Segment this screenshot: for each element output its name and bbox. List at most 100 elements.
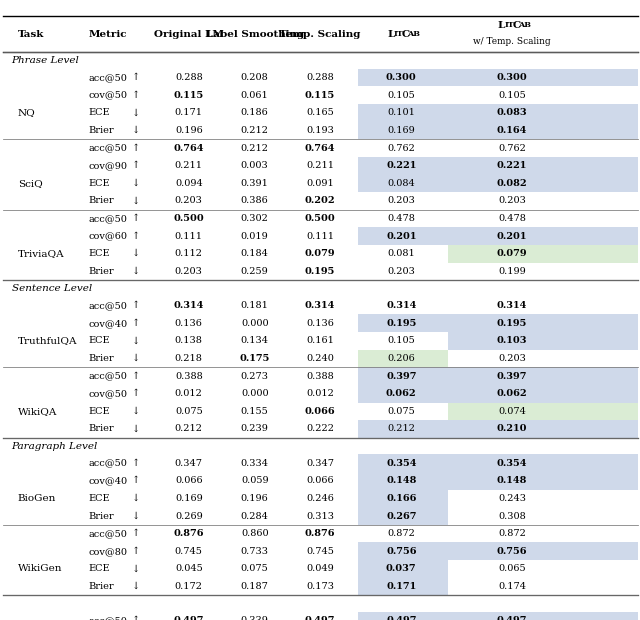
Bar — [358, 578, 448, 595]
Text: 0.211: 0.211 — [306, 161, 334, 170]
Text: 0.478: 0.478 — [387, 214, 415, 223]
Bar — [358, 350, 448, 367]
Text: IT: IT — [394, 30, 403, 38]
Text: TriviaQA: TriviaQA — [18, 249, 65, 258]
Text: 0.000: 0.000 — [241, 389, 269, 398]
Text: 0.193: 0.193 — [306, 126, 334, 135]
Text: acc@50: acc@50 — [88, 73, 127, 82]
Text: 0.195: 0.195 — [305, 267, 335, 276]
Text: 0.138: 0.138 — [175, 337, 203, 345]
Bar — [358, 228, 448, 245]
Text: ECE: ECE — [88, 249, 110, 258]
Bar — [358, 472, 448, 490]
Text: 0.745: 0.745 — [175, 547, 203, 556]
Text: 0.082: 0.082 — [497, 179, 527, 188]
Text: cov@40: cov@40 — [88, 319, 127, 328]
Text: Phrase Level: Phrase Level — [12, 56, 79, 65]
Text: 0.136: 0.136 — [306, 319, 334, 328]
Text: 0.148: 0.148 — [386, 476, 417, 485]
Text: 0.012: 0.012 — [175, 389, 203, 398]
Bar — [358, 122, 448, 140]
Bar — [448, 104, 638, 122]
Text: 0.199: 0.199 — [498, 267, 526, 276]
Text: 0.062: 0.062 — [386, 389, 417, 398]
Bar — [448, 122, 638, 140]
Text: 0.195: 0.195 — [386, 319, 417, 328]
Text: ↑: ↑ — [132, 301, 140, 310]
Text: 0.208: 0.208 — [241, 73, 269, 82]
Text: 0.269: 0.269 — [175, 512, 203, 521]
Text: 0.388: 0.388 — [175, 371, 203, 381]
Text: 0.267: 0.267 — [386, 512, 417, 521]
Text: 0.059: 0.059 — [241, 476, 269, 485]
Text: 0.083: 0.083 — [497, 108, 527, 117]
Text: ↓: ↓ — [132, 267, 140, 276]
Text: 0.288: 0.288 — [175, 73, 203, 82]
Text: ↓: ↓ — [132, 179, 140, 188]
Text: ↓: ↓ — [132, 197, 140, 205]
Text: 0.066: 0.066 — [306, 476, 334, 485]
Text: 0.288: 0.288 — [306, 73, 334, 82]
Text: 0.218: 0.218 — [175, 354, 203, 363]
Text: 0.195: 0.195 — [497, 319, 527, 328]
Text: WikiQA: WikiQA — [18, 407, 58, 416]
Text: ↑: ↑ — [132, 319, 140, 328]
Text: 0.187: 0.187 — [241, 582, 269, 591]
Text: ECE: ECE — [88, 494, 110, 503]
Text: 0.148: 0.148 — [497, 476, 527, 485]
Text: 0.347: 0.347 — [306, 459, 334, 467]
Text: cov@80: cov@80 — [88, 547, 127, 556]
Text: 0.165: 0.165 — [306, 108, 334, 117]
Text: ↑: ↑ — [132, 616, 140, 620]
Bar — [358, 174, 448, 192]
Text: 0.111: 0.111 — [306, 232, 334, 241]
Text: 0.314: 0.314 — [386, 301, 417, 310]
Text: 0.203: 0.203 — [175, 267, 203, 276]
Bar — [448, 314, 638, 332]
Text: Brier: Brier — [88, 126, 114, 135]
Text: 0.003: 0.003 — [241, 161, 269, 170]
Text: 0.081: 0.081 — [387, 249, 415, 258]
Text: ↑: ↑ — [132, 547, 140, 556]
Text: 0.762: 0.762 — [387, 144, 415, 153]
Text: 0.386: 0.386 — [241, 197, 269, 205]
Bar — [358, 454, 448, 472]
Bar — [448, 420, 638, 438]
Text: ↓: ↓ — [132, 249, 140, 258]
Text: ↓: ↓ — [132, 337, 140, 345]
Text: ↑: ↑ — [132, 476, 140, 485]
Text: Paragraph Level: Paragraph Level — [12, 441, 98, 451]
Text: acc@50: acc@50 — [88, 144, 127, 153]
Text: 0.203: 0.203 — [175, 197, 203, 205]
Text: Brier: Brier — [88, 582, 114, 591]
Text: WikiGen: WikiGen — [18, 564, 63, 574]
Text: Metric: Metric — [88, 30, 127, 38]
Text: ↓: ↓ — [132, 108, 140, 117]
Bar — [358, 367, 448, 385]
Text: L: L — [498, 21, 506, 30]
Text: 0.075: 0.075 — [387, 407, 415, 416]
Bar — [448, 228, 638, 245]
Text: 0.243: 0.243 — [498, 494, 526, 503]
Text: 0.037: 0.037 — [386, 564, 417, 574]
Bar — [358, 490, 448, 507]
Text: acc@50: acc@50 — [88, 529, 127, 538]
Text: ↑: ↑ — [132, 161, 140, 170]
Text: ↓: ↓ — [132, 582, 140, 591]
Text: C: C — [402, 30, 410, 38]
Text: 0.184: 0.184 — [241, 249, 269, 258]
Text: ↓: ↓ — [132, 126, 140, 135]
Text: 0.134: 0.134 — [241, 337, 269, 345]
Text: ↓: ↓ — [132, 564, 140, 574]
Text: 0.169: 0.169 — [387, 126, 415, 135]
Bar — [448, 157, 638, 174]
Text: Task: Task — [18, 30, 44, 38]
Text: 0.196: 0.196 — [241, 494, 269, 503]
Text: ↓: ↓ — [132, 494, 140, 503]
Text: 0.171: 0.171 — [175, 108, 203, 117]
Bar — [448, 472, 638, 490]
Bar — [358, 157, 448, 174]
Text: Temp. Scaling: Temp. Scaling — [279, 30, 361, 38]
Text: 0.210: 0.210 — [497, 425, 527, 433]
Text: 0.101: 0.101 — [387, 108, 415, 117]
